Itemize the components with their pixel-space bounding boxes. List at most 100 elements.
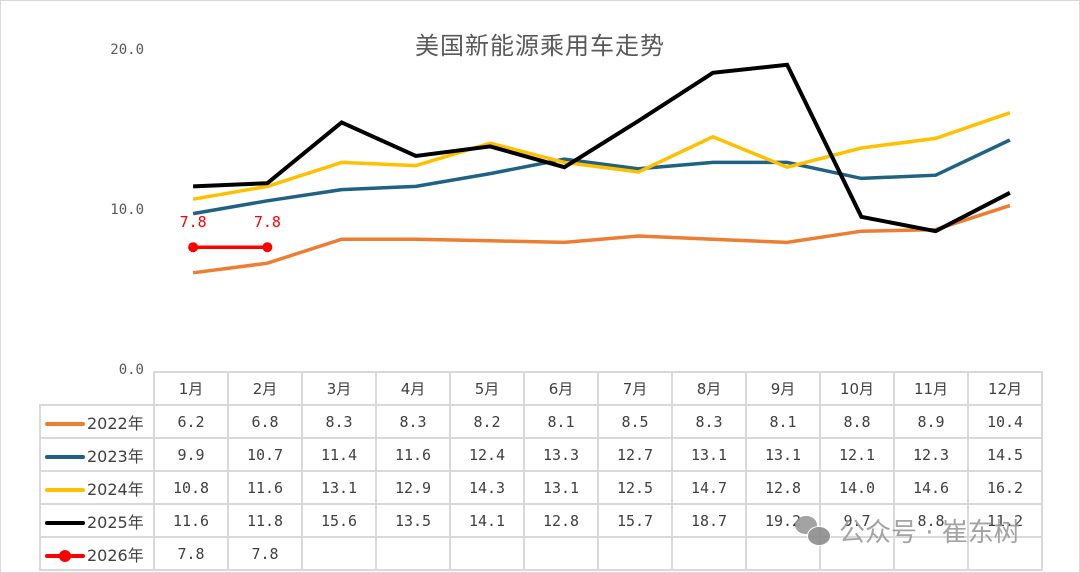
table-cell: 14.5: [967, 437, 1043, 472]
legend-label: 2022年: [87, 413, 144, 433]
table-cell: 11.6: [227, 470, 303, 505]
table-cell: 15.7: [597, 503, 673, 538]
table-header-cell: 6月: [523, 371, 599, 406]
data-point-marker: [262, 242, 273, 253]
series-line-2024年: [192, 111, 1011, 201]
legend-swatch-icon: [45, 422, 85, 426]
table-cell: 12.9: [375, 470, 451, 505]
table-header-cell: 11月: [893, 371, 969, 406]
wechat-icon: [795, 515, 831, 546]
table-cell: 18.7: [671, 503, 747, 538]
table-row: 2026年 7.8 7.8: [39, 536, 1043, 571]
series-line-2023年: [192, 138, 1011, 216]
table-cell: [301, 536, 377, 571]
table-cell: [523, 536, 599, 571]
table-cell: 8.3: [671, 404, 747, 439]
table-cell: 10.8: [153, 470, 229, 505]
legend-swatch-icon: [45, 521, 85, 525]
legend-entry: 2025年: [39, 503, 155, 538]
legend-label: 2023年: [87, 446, 144, 466]
table-header-cell: 9月: [745, 371, 821, 406]
legend-label: 2026年: [87, 545, 144, 565]
table-header-cell: 4月: [375, 371, 451, 406]
table-cell: 11.8: [227, 503, 303, 538]
table-header-cell: 8月: [671, 371, 747, 406]
table-cell: [893, 536, 969, 571]
table-cell: 8.2: [449, 404, 525, 439]
table-header-cell: 3月: [301, 371, 377, 406]
table-cell: 13.5: [375, 503, 451, 538]
data-label: 7.8: [254, 213, 281, 231]
table-cell: [375, 536, 451, 571]
table-header-cell: 10月: [819, 371, 895, 406]
table-cell: 10.4: [967, 404, 1043, 439]
table-row: 2025年 11.6 11.8 15.6 13.5 14.1 12.8 15.7 18.7 19.…: [39, 503, 1043, 538]
table-cell: 14.6: [893, 470, 969, 505]
table-cell: 12.8: [745, 470, 821, 505]
table-corner: [40, 372, 155, 406]
table-cell: 14.3: [449, 470, 525, 505]
table-cell: 7.8: [227, 536, 303, 571]
table-cell: [597, 536, 673, 571]
legend-entry: 2024年: [39, 470, 155, 505]
table-cell: [671, 536, 747, 571]
y-tick-10: 10.0: [110, 202, 144, 218]
table-row: 2023年 9.9 10.7 11.4 11.6 12.4 13.3 12.7 13.1 13.1…: [39, 437, 1043, 472]
table-cell: 11.6: [153, 503, 229, 538]
table-header-cell: 2月: [227, 371, 303, 406]
y-tick-20: 20.0: [110, 42, 144, 58]
table-cell: 12.4: [449, 437, 525, 472]
legend-label: 2024年: [87, 479, 144, 499]
table-cell: 8.9: [893, 404, 969, 439]
legend-swatch-icon: [45, 455, 85, 459]
table-cell: 16.2: [967, 470, 1043, 505]
table-cell: 11.2: [967, 503, 1043, 538]
legend-entry: 2026年: [39, 536, 155, 571]
table-cell: 12.3: [893, 437, 969, 472]
table-cell: 11.6: [375, 437, 451, 472]
table-cell: 15.6: [301, 503, 377, 538]
table-cell: 13.1: [523, 470, 599, 505]
table-cell: 13.1: [301, 470, 377, 505]
table-cell: 11.4: [301, 437, 377, 472]
data-table: 1月 2月 3月 4月 5月 6月 7月 8月 9月 10月 11月 12月 2022年 6.2 6.8 8.…: [39, 371, 1043, 571]
table-cell: 10.7: [227, 437, 303, 472]
table-row: 2024年 10.8 11.6 13.1 12.9 14.3 13.1 12.5 14.7 12.…: [39, 470, 1043, 505]
table-cell: 8.8: [819, 404, 895, 439]
table-cell: 9.7: [819, 503, 895, 538]
table-cell: 8.3: [375, 404, 451, 439]
table-header-cell: 12月: [967, 371, 1043, 406]
table-header-cell: 5月: [449, 371, 525, 406]
table-header-row: 1月 2月 3月 4月 5月 6月 7月 8月 9月 10月 11月 12月: [40, 371, 1043, 406]
table-cell: 6.8: [227, 404, 303, 439]
table-cell: 7.8: [153, 536, 229, 571]
table-header-cell: 1月: [153, 371, 229, 406]
table-cell: 13.1: [671, 437, 747, 472]
table-cell: 13.1: [745, 437, 821, 472]
table-cell: [819, 536, 895, 571]
table-header-cell: 7月: [597, 371, 673, 406]
data-point-marker: [188, 242, 199, 253]
series-line-2022年: [192, 203, 1011, 275]
table-cell: 6.2: [153, 404, 229, 439]
legend-label: 2025年: [87, 512, 144, 532]
table-cell: 8.5: [597, 404, 673, 439]
chart-title: 美国新能源乘用车走势: [415, 32, 665, 60]
table-cell: [449, 536, 525, 571]
legend-entry: 2022年: [39, 404, 155, 439]
table-row: 2022年 6.2 6.8 8.3 8.3 8.2 8.1 8.5 8.3 8.1 8.8 8.9 10…: [39, 404, 1043, 439]
legend-swatch-icon: [45, 550, 85, 562]
table-cell: 12.1: [819, 437, 895, 472]
table-cell: 9.9: [153, 437, 229, 472]
table-cell: 13.3: [523, 437, 599, 472]
table-cell: 14.1: [449, 503, 525, 538]
table-cell: 12.5: [597, 470, 673, 505]
table-cell: 14.0: [819, 470, 895, 505]
legend-entry: 2023年: [39, 437, 155, 472]
series-line-2025年: [193, 62, 1011, 234]
data-label: 7.8: [180, 213, 207, 231]
watermark-text: 公众号 · 崔东树: [839, 518, 1020, 548]
watermark: 公众号 · 崔东树: [795, 512, 1020, 549]
table-cell: 14.7: [671, 470, 747, 505]
